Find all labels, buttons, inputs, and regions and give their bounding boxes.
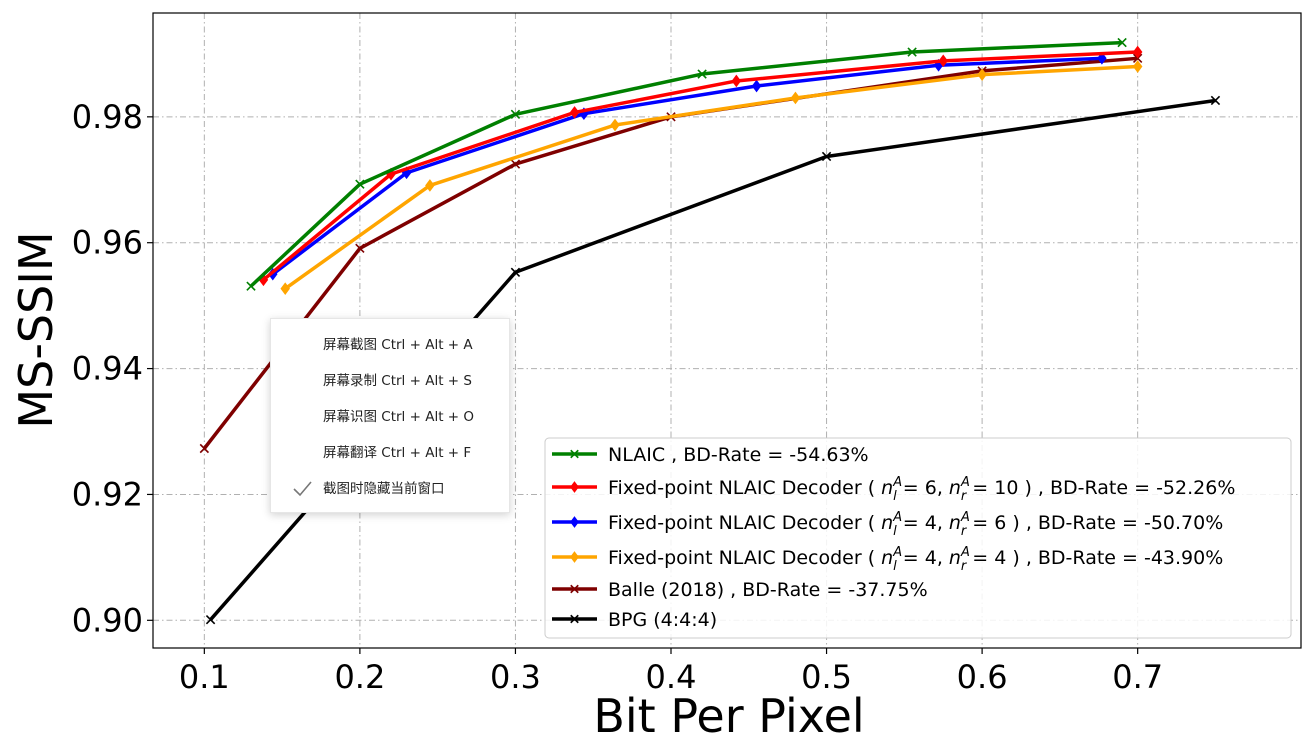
point-stroke [355,243,365,254]
series-point [205,614,216,625]
y-tick-label: 0.90 [72,601,143,639]
legend-label: Fixed-point NLAIC Decoder ( nA l = 4, nA r… [608,545,1223,574]
series-point [751,79,762,93]
x-tick-label: 0.3 [490,658,541,696]
series-point [1132,45,1143,59]
menu-item-label: 屏幕翻译 Ctrl + Alt + F [323,445,472,461]
point-stroke [697,69,707,79]
point-stroke [355,179,365,189]
legend-label: Fixed-point NLAIC Decoder ( nA l = 4, nA r… [608,510,1223,539]
series-point [731,74,742,88]
series-point [1117,37,1127,48]
series-point [1097,51,1107,65]
series-line [284,64,1138,291]
x-tick-label: 0.2 [334,658,385,696]
series-point [355,243,365,254]
series-2 [268,51,1107,281]
series-point [510,109,521,120]
x-tick-label: 0.6 [957,658,1008,696]
menu-item-screen-ocr[interactable]: 屏幕识图 Ctrl + Alt + O [271,399,509,435]
series-point [977,68,987,82]
axis-ticks: 0.1 0.2 0.3 0.4 0.5 0.6 0.7 0.90 0.92 0.94 0.96 0.9… [72,98,1163,696]
point-stroke [510,109,521,120]
x-tick-label: 0.4 [646,658,697,696]
series-point [246,281,256,291]
point-stroke [1117,37,1127,48]
y-tick-label: 0.92 [72,475,143,513]
series-point [570,481,579,493]
series-point [821,151,832,162]
menu-item-label: 截图时隐藏当前窗口 [323,481,445,497]
series-point [280,282,290,295]
point-stroke [570,449,579,459]
y-axis-title: MS-SSIM [9,231,63,428]
series-point [790,91,801,105]
y-tick-label: 0.96 [72,224,143,262]
x-axis-title: Bit Per Pixel [593,689,864,743]
x-tick-label: 0.1 [179,658,230,696]
series-point [510,267,521,277]
point-stroke [205,614,216,625]
series-point [570,449,579,459]
point-stroke [510,267,521,277]
series-point [697,69,707,79]
series-line [202,56,1138,450]
legend-box [544,437,1292,639]
series-point [1132,60,1143,73]
legend-label: Fixed-point NLAIC Decoder ( nA l = 6, nA r… [608,475,1235,504]
series-point [199,443,210,454]
y-tick-label: 0.94 [72,350,143,388]
series-point [355,179,365,189]
series-line [262,50,1138,282]
legend-label: Balle (2018) , BD-Rate = -37.75% [608,579,928,601]
x-tick-label: 0.7 [1112,658,1163,696]
legend: NLAIC , BD-Rate = -54.63% Fixed-point NLA… [544,437,1292,639]
series-layer [199,37,1221,625]
menu-item-hide-window[interactable]: 截图时隐藏当前窗口 [271,471,509,507]
series-point [938,54,948,68]
series-point [907,47,917,57]
point-stroke [570,614,579,624]
series-0 [246,37,1127,291]
menu-item-screen-translate[interactable]: 屏幕翻译 Ctrl + Alt + F [271,435,509,471]
series-point [610,118,620,132]
series-point [570,614,579,624]
menu-item-label: 屏幕截图 Ctrl + Alt + A [323,337,473,353]
point-stroke [907,47,917,57]
series-point [570,551,579,563]
legend-label: NLAIC , BD-Rate = -54.63% [608,444,869,466]
legend-label: BPG (4:4:4) [608,609,717,631]
point-stroke [821,151,832,162]
menu-item-screenshot[interactable]: 屏幕截图 Ctrl + Alt + A [271,327,509,363]
point-stroke [510,159,521,169]
series-point [570,516,579,528]
series-3 [280,60,1143,295]
menu-item-label: 屏幕录制 Ctrl + Alt + S [323,373,472,389]
x-tick-label: 0.5 [801,658,852,696]
point-stroke [1210,95,1221,106]
point-stroke [570,584,579,594]
context-menu: 屏幕截图 Ctrl + Alt + A 屏幕录制 Ctrl + Alt + S … [270,318,510,513]
point-stroke [199,443,210,454]
y-tick-label: 0.98 [72,98,143,136]
checkmark-icon [293,481,312,497]
series-1 [258,45,1143,287]
series-point [569,106,580,119]
series-point [570,584,579,594]
series-point [510,159,521,169]
menu-item-label: 屏幕识图 Ctrl + Alt + O [323,409,475,425]
point-stroke [246,281,256,291]
series-line [249,40,1123,288]
series-point [1210,95,1221,106]
plot-frame [152,12,1302,649]
series-point [425,179,435,192]
menu-item-screen-record[interactable]: 屏幕录制 Ctrl + Alt + S [271,363,509,399]
series-line [271,56,1102,276]
